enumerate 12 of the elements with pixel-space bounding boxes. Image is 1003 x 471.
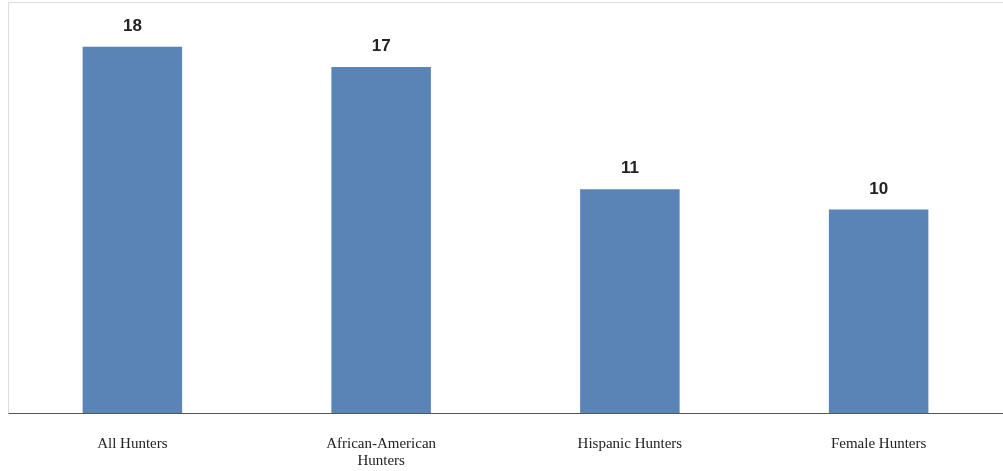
x-tick-label: Hispanic Hunters xyxy=(577,434,683,451)
x-tick-label: African-American Hunters xyxy=(326,434,437,468)
data-label: 10 xyxy=(869,178,889,198)
data-label: 11 xyxy=(620,158,639,178)
bar xyxy=(580,189,680,413)
data-label: 17 xyxy=(371,36,391,56)
x-tick-label: Female Hunters xyxy=(830,434,927,451)
data-label: 18 xyxy=(122,15,142,35)
bar xyxy=(828,209,929,413)
bar xyxy=(82,46,183,413)
bar xyxy=(331,67,431,413)
x-tick-label: All Hunters xyxy=(97,434,168,451)
